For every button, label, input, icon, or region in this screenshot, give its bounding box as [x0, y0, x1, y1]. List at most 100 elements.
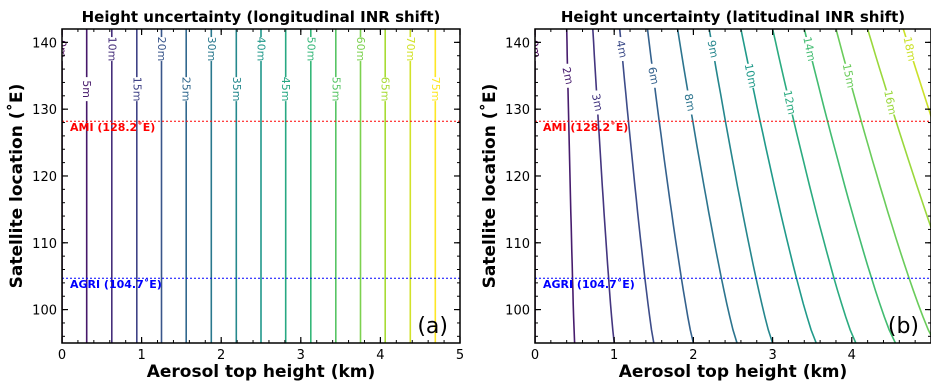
plot-area: 0m2m3m4m6m8m9m10m12m14m15m16m18m20m	[527, 29, 931, 343]
contour-line	[592, 29, 615, 343]
contour-label-bg	[615, 37, 628, 62]
x-tick-label: 4	[376, 348, 384, 363]
panel-tag: (b)	[888, 314, 919, 339]
contour-label-bg	[205, 37, 218, 62]
contour-label-bg	[304, 37, 317, 62]
y-tick-label: 140	[32, 36, 57, 51]
panel-a: 0m 5m 10m 15m 20m 25m 30m 35m 40m 45m 50m 55m 60m 65m…	[5, 8, 464, 382]
contour-label: 50m	[304, 37, 317, 62]
y-tick-label: 110	[505, 237, 530, 252]
contour-label-bg	[379, 77, 392, 102]
contour-label-bg	[329, 77, 342, 102]
x-axis-label: Aerosol top height (km)	[147, 362, 376, 382]
axes-frame	[534, 28, 931, 344]
contour-label: 55m	[329, 77, 342, 102]
contour-label-bg	[429, 77, 442, 102]
x-tick-label: 4	[848, 348, 856, 363]
ami-label: AMI (128.2˚E)	[543, 121, 628, 134]
plot-area: 0m 5m 10m 15m 20m 25m 30m 35m 40m 45m 50m 55m 60m 65m…	[56, 29, 460, 343]
contour-line	[771, 29, 857, 343]
contour-label: 0m	[527, 39, 543, 59]
contour-label-bg	[130, 77, 143, 102]
contour-label-bg	[62, 37, 68, 62]
panel-tag: (a)	[417, 314, 448, 339]
contour-label-bg	[884, 90, 897, 115]
contour-label-bg	[404, 37, 417, 62]
y-tick-label: 120	[505, 170, 530, 185]
contour-label: 12m	[781, 89, 799, 116]
contour-line	[708, 29, 774, 343]
contour-label-bg	[80, 77, 93, 102]
ami-label: AMI (128.2˚E)	[70, 121, 155, 134]
contour-label: 10m	[105, 37, 118, 62]
y-tick-label: 110	[32, 237, 57, 252]
contour-label: 25m	[180, 77, 193, 102]
contour-label-bg	[255, 37, 267, 62]
contour-label-bg	[647, 63, 660, 88]
contour-label-bg	[180, 77, 193, 102]
y-tick-label: 140	[505, 36, 530, 51]
contour-label: 0m	[56, 40, 69, 58]
contour-label: 3m	[589, 92, 605, 112]
contour-label: 5m	[80, 80, 93, 98]
contour-label-bg	[591, 90, 604, 115]
contour-label: 30m	[205, 37, 218, 62]
y-tick-label: 130	[505, 103, 530, 118]
x-tick-label: 1	[610, 348, 618, 363]
contour-label-bg	[230, 77, 243, 102]
contour-label: 6m	[645, 66, 661, 86]
x-tick-label: 0	[58, 348, 66, 363]
panel-b: 0m2m3m4m6m8m9m10m12m14m15m16m18m20mAMI (…	[478, 8, 931, 382]
contour-label-bg	[105, 37, 118, 62]
agri-label: AGRI (104.7˚E)	[543, 278, 635, 291]
y-axis-label: Satellite location (˚E)	[5, 84, 27, 289]
contour-label: 20m	[155, 37, 168, 62]
contour-line	[902, 29, 931, 119]
y-tick-label: 100	[32, 304, 57, 319]
y-tick-label: 120	[32, 170, 57, 185]
x-tick-label: 5	[456, 348, 464, 363]
contour-label-bg	[535, 37, 541, 62]
contour-label: 10m	[742, 62, 760, 89]
contour-label: 45m	[279, 77, 292, 102]
contour-label: 75m	[429, 77, 442, 102]
y-tick-label: 100	[505, 304, 530, 319]
contour-label: 40m	[255, 37, 268, 62]
x-tick-label: 0	[531, 348, 539, 363]
axes-frame	[61, 28, 461, 344]
x-tick-label: 1	[137, 348, 145, 363]
contour-label-bg	[683, 90, 696, 115]
x-tick-label: 2	[217, 348, 225, 363]
contour-label: 9m	[704, 39, 720, 59]
contour-label-bg	[279, 77, 292, 102]
contour-label-bg	[803, 37, 816, 62]
x-tick-label: 3	[297, 348, 305, 363]
contour-label-bg	[354, 37, 367, 62]
contour-label: 15m	[840, 62, 858, 89]
contour-label: 14m	[800, 36, 818, 63]
chart-title: Height uncertainty (longitudinal INR shi…	[82, 8, 441, 26]
contour-label-bg	[744, 63, 757, 88]
contour-label-bg	[842, 63, 855, 88]
contour-label-bg	[155, 37, 168, 62]
contour-label-bg	[706, 37, 719, 62]
x-tick-label: 3	[768, 348, 776, 363]
contour-label: 65m	[379, 77, 392, 102]
contour-line	[676, 29, 738, 343]
x-axis-label: Aerosol top height (km)	[619, 362, 848, 382]
y-axis-label: Satellite location (˚E)	[478, 84, 500, 289]
contour-label: 2m	[559, 66, 575, 86]
contour-line	[803, 29, 897, 343]
contour-label-bg	[783, 90, 796, 115]
contour-label: 8m	[681, 92, 697, 112]
contour-label-bg	[561, 63, 574, 88]
contour-label: 35m	[230, 77, 243, 102]
contour-label: 18m	[901, 36, 919, 63]
contour-label: 16m	[881, 89, 899, 116]
chart-title: Height uncertainty (latitudinal INR shif…	[561, 8, 905, 26]
x-tick-label: 2	[689, 348, 697, 363]
contour-label: 70m	[404, 37, 417, 62]
agri-label: AGRI (104.7˚E)	[70, 278, 162, 291]
contour-label: 15m	[130, 77, 143, 102]
